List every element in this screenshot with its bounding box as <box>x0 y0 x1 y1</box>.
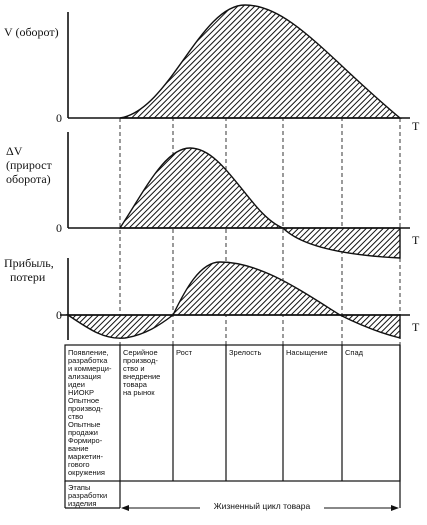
time-label: T <box>412 320 420 334</box>
life-cycle-label: Жизненный цикл товара <box>214 501 311 511</box>
axis-label: Прибыль, <box>4 256 54 270</box>
stage-text: внедрение <box>123 372 160 381</box>
stage-text: товара <box>123 380 148 389</box>
time-label: T <box>412 233 420 247</box>
stage-text: и коммерци- <box>68 364 112 373</box>
stage-text: НИОКР <box>68 388 94 397</box>
stage-text: Опытное <box>68 396 99 405</box>
stage-text: окружения <box>68 468 105 477</box>
stage-text: производ- <box>68 404 103 413</box>
footer-label: Этапы <box>68 483 90 492</box>
axis-label: ΔV <box>6 144 23 158</box>
stage-text: производ- <box>123 356 158 365</box>
stage-text: разработка <box>68 356 108 365</box>
stage-text: Насыщение <box>286 348 328 357</box>
stage-text: ализация <box>68 372 101 381</box>
stage-text: гового <box>68 460 90 469</box>
stage-text: Зрелость <box>229 348 261 357</box>
axis-label: оборота) <box>6 172 51 186</box>
stage-text: Формиро- <box>68 436 103 445</box>
stage-text: Серийное <box>123 348 158 357</box>
panel-profit: Прибыль, потери 0 T <box>4 256 420 340</box>
stage-text: ство и <box>123 364 145 373</box>
zero-label: 0 <box>56 221 62 235</box>
stage-text: Спад <box>345 348 364 357</box>
footer-label: разработки <box>68 491 107 500</box>
stage-text: Рост <box>176 348 193 357</box>
footer-label: изделия <box>68 499 96 508</box>
zero-label: 0 <box>56 111 62 125</box>
axis-label: потери <box>10 270 46 284</box>
axis-label: (прирост <box>6 158 52 172</box>
stage-text: на рынок <box>123 388 155 397</box>
time-label: T <box>412 119 420 133</box>
stage-text: Появление, <box>68 348 109 357</box>
stage-text: продажи <box>68 428 98 437</box>
panel-growth: ΔV (прирост оборота) 0 T <box>6 132 420 259</box>
axis-label: V (оборот) <box>4 25 59 39</box>
panel-sales: V (оборот) 0 T <box>4 4 420 133</box>
stage-text: вание <box>68 444 89 453</box>
stage-text: идеи <box>68 380 85 389</box>
stage-text: маркетин- <box>68 452 104 461</box>
stage-text: ство <box>68 412 83 421</box>
zero-label: 0 <box>56 308 62 322</box>
stage-text: Опытные <box>68 420 100 429</box>
